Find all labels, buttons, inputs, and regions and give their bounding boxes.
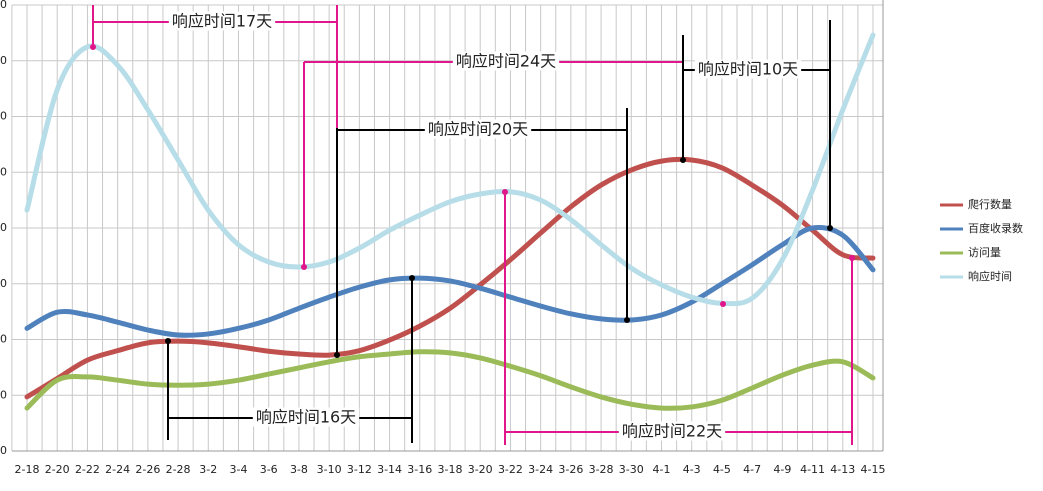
annotation-dot <box>301 264 307 270</box>
x-tick-label: 2-18 <box>15 463 40 476</box>
x-tick-label: 4-1 <box>653 463 671 476</box>
annotation-bg <box>452 51 560 71</box>
legend-label: 响应时间 <box>968 269 1012 283</box>
x-tick-label: 3-22 <box>498 463 523 476</box>
x-tick-label: 4-9 <box>773 463 791 476</box>
annotation-dot <box>827 225 833 231</box>
x-tick-label: 3-8 <box>290 463 308 476</box>
x-tick-label: 3-4 <box>230 463 248 476</box>
x-tick-label: 4-5 <box>713 463 731 476</box>
annotation-dot <box>502 189 508 195</box>
series-line <box>24 32 876 307</box>
x-tick-label: 3-12 <box>347 463 372 476</box>
x-tick-label: 2-26 <box>135 463 160 476</box>
annotation-text: 响应时间20天 <box>428 120 528 139</box>
annotation-bg <box>618 421 726 441</box>
x-tick-label: 3-2 <box>199 463 217 476</box>
y-tick-label: 0 <box>0 444 7 457</box>
x-tick-label: 2-24 <box>105 463 130 476</box>
annotation-dot <box>624 317 630 323</box>
series-line <box>24 224 876 338</box>
x-tick-label: 3-6 <box>260 463 278 476</box>
annotation-text: 响应时间17天 <box>172 12 272 31</box>
annotation-dot <box>849 255 855 261</box>
annotation-dot <box>409 275 415 281</box>
x-tick-label: 3-14 <box>377 463 402 476</box>
x-tick-label: 4-3 <box>683 463 701 476</box>
x-tick-label: 2-28 <box>166 463 191 476</box>
annotation-text: 响应时间16天 <box>256 408 356 427</box>
x-tick-label: 3-18 <box>438 463 463 476</box>
y-tick-label: 40 <box>0 221 7 234</box>
x-tick-label: 2-22 <box>75 463 100 476</box>
annotation-bg <box>694 59 802 79</box>
annotation-dot <box>334 352 340 358</box>
legend-label: 爬行数量 <box>968 198 1012 211</box>
series-line <box>24 349 876 411</box>
x-tick-label: 3-28 <box>589 463 614 476</box>
annotation-dot <box>90 44 96 50</box>
annotation-text: 响应时间22天 <box>622 422 722 441</box>
y-tick-label: 30 <box>0 277 7 290</box>
annotation-dot <box>165 338 171 344</box>
annotation-dot <box>680 157 686 163</box>
x-tick-label: 4-11 <box>800 463 825 476</box>
legend-label: 百度收录数 <box>968 221 1023 235</box>
y-tick-label: 10 <box>0 388 7 401</box>
x-tick-label: 4-7 <box>743 463 761 476</box>
x-tick-label: 4-13 <box>830 463 855 476</box>
x-tick-label: 3-24 <box>528 463 553 476</box>
annotation-text: 响应时间10天 <box>698 60 798 79</box>
annotation-bg <box>168 11 276 31</box>
y-tick-label: 20 <box>0 333 7 346</box>
y-tick-label: 60 <box>0 110 7 123</box>
y-tick-label: 80 <box>0 0 7 11</box>
x-tick-label: 3-26 <box>558 463 583 476</box>
x-tick-label: 4-15 <box>861 463 886 476</box>
legend-label: 访问量 <box>968 246 1001 259</box>
x-tick-label: 2-20 <box>45 463 70 476</box>
x-tick-label: 3-30 <box>619 463 644 476</box>
annotation-dot <box>720 301 726 307</box>
x-tick-label: 3-20 <box>468 463 493 476</box>
annotation-bg <box>252 407 360 427</box>
annotation-text: 响应时间24天 <box>456 52 556 71</box>
y-tick-label: 50 <box>0 165 7 178</box>
y-tick-label: 70 <box>0 54 7 67</box>
x-tick-label: 3-16 <box>407 463 432 476</box>
annotation-bg <box>424 119 532 139</box>
x-tick-label: 3-10 <box>317 463 342 476</box>
